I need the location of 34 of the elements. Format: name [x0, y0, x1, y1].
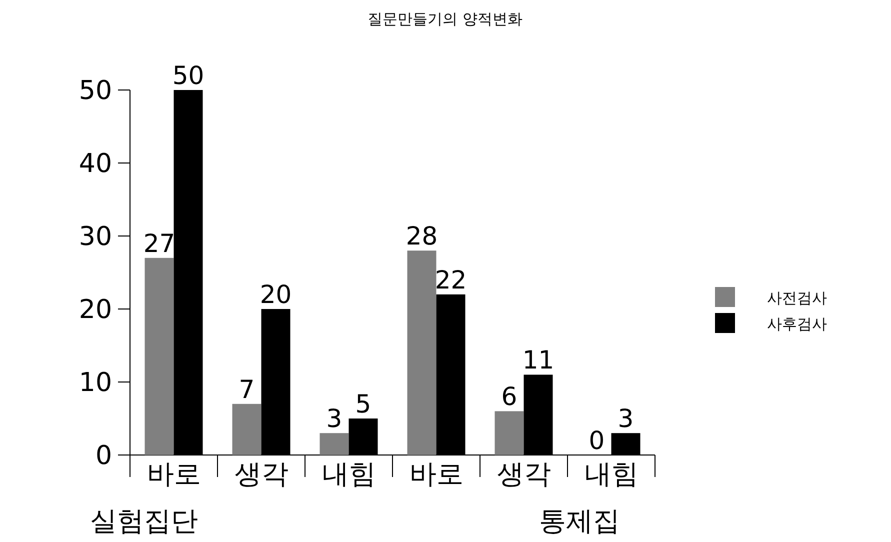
x-tick-label: 내힘: [584, 459, 638, 490]
data-label: 11: [522, 346, 554, 375]
x-tick-label: 바로: [409, 459, 464, 490]
y-tick-label: 50: [78, 76, 112, 106]
data-label: 5: [355, 390, 372, 418]
data-label: 0: [588, 426, 605, 455]
data-label: 3: [618, 404, 634, 434]
bar: [232, 404, 262, 455]
text: 실험집단: [90, 506, 198, 537]
bar: [494, 411, 524, 455]
bar: [144, 258, 174, 455]
x-tick-label: 바로: [146, 459, 201, 490]
data-label: 27: [143, 228, 176, 258]
y-tick-label: 0: [95, 441, 112, 471]
chart-title: 질문만들기의 양적변화: [368, 10, 522, 28]
x-tick-label: 생각: [234, 459, 288, 490]
data-label: 3: [326, 404, 342, 434]
bar: [407, 250, 436, 455]
data-label: 20: [260, 280, 292, 309]
data-label: 50: [172, 61, 204, 90]
legend-label: 사전검사: [767, 289, 827, 307]
y-tick-label: 40: [78, 149, 112, 179]
x-tick-label: 생각: [496, 459, 551, 490]
bar: [320, 433, 349, 455]
x-tick-label: 내힘: [322, 459, 376, 490]
data-label: 22: [434, 265, 467, 294]
data-label: 28: [406, 222, 438, 251]
legend-label: 사후검사: [767, 315, 827, 333]
y-tick-label: 20: [78, 295, 112, 325]
y-tick-label: 10: [78, 368, 112, 398]
text: 통제집: [539, 506, 620, 537]
data-label: 6: [501, 382, 518, 412]
data-label: 7: [238, 374, 255, 404]
y-tick-label: 30: [78, 222, 112, 252]
